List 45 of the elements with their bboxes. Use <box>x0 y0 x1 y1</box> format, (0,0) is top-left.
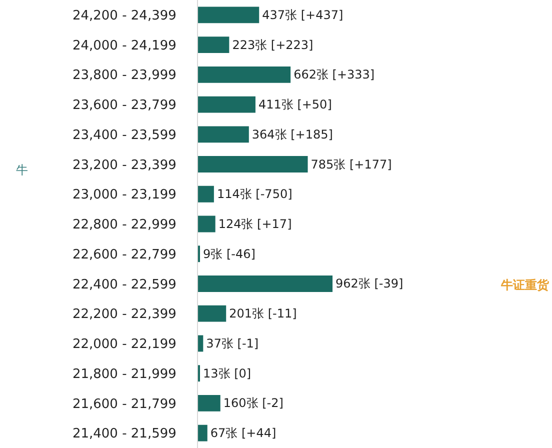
bar <box>198 96 256 113</box>
data-label: 962张 [-39] <box>336 276 404 291</box>
data-label: 67张 [+44] <box>210 426 276 440</box>
y-tick-label: 22,600 - 22,799 <box>72 247 176 262</box>
y-tick-label: 22,400 - 22,599 <box>72 277 176 292</box>
data-label: 9张 [-46] <box>203 246 256 261</box>
y-tick-label: 23,400 - 23,599 <box>72 128 176 143</box>
bar <box>198 186 214 202</box>
data-label: 411张 [+50] <box>258 98 332 112</box>
bar <box>198 424 208 442</box>
data-label: 437张 [+437] <box>262 8 344 22</box>
y-tick-label: 23,800 - 23,999 <box>72 68 176 84</box>
data-label: 785张 [+177] <box>310 157 392 172</box>
data-label: 124张 [+17] <box>218 217 292 231</box>
y-tick-label: 21,800 - 21,999 <box>72 366 176 382</box>
data-label: 223张 [+223] <box>232 38 314 52</box>
bar <box>198 394 220 412</box>
y-tick-label: 22,200 - 22,399 <box>72 307 176 322</box>
bar <box>198 126 249 143</box>
y-tick-label: 23,200 - 23,399 <box>72 158 176 173</box>
y-tick-label: 21,600 - 21,799 <box>72 396 176 412</box>
data-label: 13张 [0] <box>203 366 252 380</box>
bar <box>198 276 333 292</box>
data-label: 37张 [-1] <box>206 336 259 350</box>
bar <box>198 6 260 24</box>
y-tick-label: 24,200 - 24,399 <box>72 8 176 24</box>
y-tick-label: 23,000 - 23,199 <box>72 188 176 203</box>
y-tick-label: 23,600 - 23,799 <box>72 98 176 114</box>
bar <box>198 156 308 172</box>
y-tick-label: 24,000 - 24,199 <box>72 38 176 54</box>
data-label: 201张 [-11] <box>229 306 297 321</box>
data-label: 364张 [+185] <box>252 127 333 142</box>
bar <box>198 335 204 352</box>
text: 牛证重货 <box>500 278 550 292</box>
text: 牛 <box>16 163 28 177</box>
bar <box>198 66 291 83</box>
y-tick-label: 22,000 - 22,199 <box>72 337 176 352</box>
y-tick-label: 21,400 - 21,599 <box>72 426 176 442</box>
data-label: 160张 [-2] <box>223 396 284 410</box>
bar <box>198 216 216 232</box>
data-label: 114张 [-750] <box>216 187 292 202</box>
y-tick-label: 22,800 - 22,999 <box>72 218 176 233</box>
bar <box>198 36 230 54</box>
data-label: 662张 [+333] <box>294 68 375 82</box>
bar <box>198 305 226 322</box>
